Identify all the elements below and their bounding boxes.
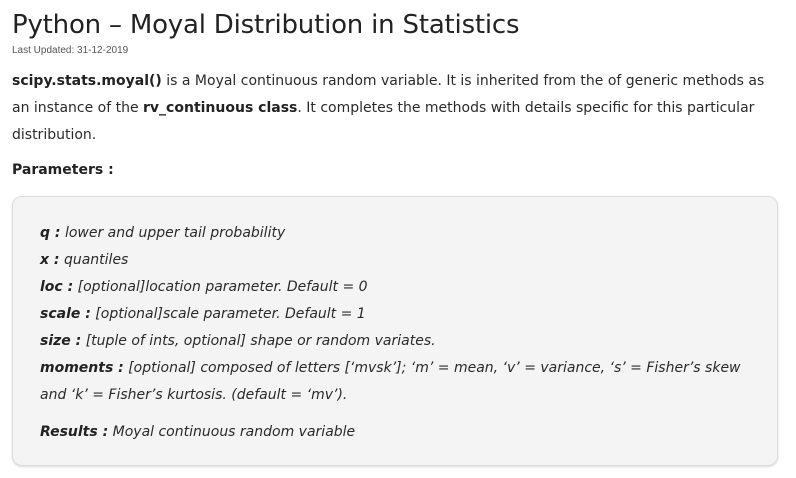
intro-paragraph: scipy.stats.moyal() is a Moyal continuou… — [12, 68, 772, 149]
param-name: loc : — [40, 279, 74, 295]
param-moments: moments : [optional] composed of letters… — [40, 355, 752, 409]
param-size: size : [tuple of ints, optional] shape o… — [40, 328, 750, 355]
param-desc: [optional] composed of letters [‘mvsk’];… — [40, 360, 741, 403]
parameters-box: q : lower and upper tail probability x :… — [12, 196, 778, 466]
results-desc: Moyal continuous random variable — [108, 424, 356, 440]
param-name: q : — [40, 225, 61, 241]
param-q: q : lower and upper tail probability — [40, 220, 750, 247]
results-label: Results : — [40, 424, 109, 440]
param-scale: scale : [optional]scale parameter. Defau… — [40, 301, 750, 328]
param-desc: [optional]location parameter. Default = … — [73, 279, 368, 295]
param-name: moments : — [40, 360, 124, 376]
param-name: size : — [40, 333, 82, 349]
param-desc: lower and upper tail probability — [60, 225, 286, 241]
intro-text-part1: is a Moyal continuous random variable. I… — [12, 73, 765, 116]
param-loc: loc : [optional]location parameter. Defa… — [40, 274, 750, 301]
param-x: x : quantiles — [40, 247, 750, 274]
results-line: Results : Moyal continuous random variab… — [40, 419, 750, 446]
param-desc: [tuple of ints, optional] shape or rando… — [81, 333, 436, 349]
param-name: scale : — [40, 306, 91, 322]
function-name: scipy.stats.moyal() — [12, 73, 162, 89]
param-desc: [optional]scale parameter. Default = 1 — [90, 306, 366, 322]
intro-text-part2: . It completes the methods with details … — [12, 100, 755, 143]
parameters-heading: Parameters : — [12, 162, 114, 178]
last-updated-date: Last Updated: 31-12-2019 — [12, 45, 129, 56]
class-name: rv_continuous class — [143, 100, 298, 116]
param-name: x : — [40, 252, 60, 268]
param-desc: quantiles — [59, 252, 129, 268]
page-title: Python – Moyal Distribution in Statistic… — [12, 10, 520, 40]
